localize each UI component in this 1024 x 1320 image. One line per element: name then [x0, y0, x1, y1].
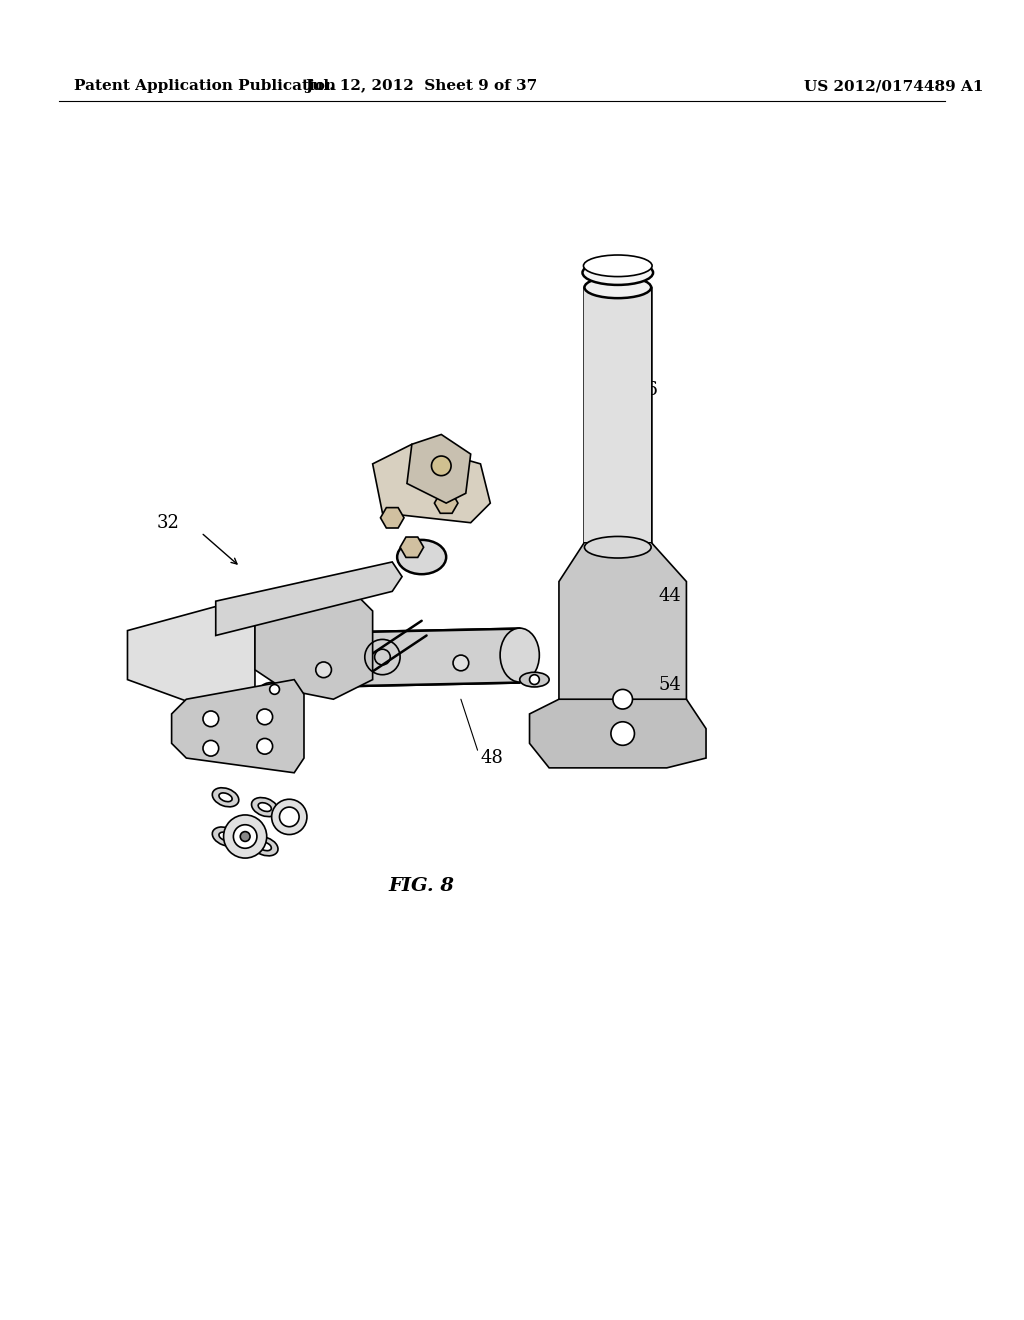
- Ellipse shape: [520, 672, 549, 686]
- Text: Jul. 12, 2012  Sheet 9 of 37: Jul. 12, 2012 Sheet 9 of 37: [305, 79, 538, 94]
- Polygon shape: [400, 537, 424, 557]
- Circle shape: [529, 675, 540, 685]
- Ellipse shape: [252, 797, 278, 817]
- Circle shape: [203, 711, 219, 727]
- Ellipse shape: [252, 837, 278, 855]
- Text: 32: 32: [157, 513, 180, 532]
- Polygon shape: [585, 288, 651, 543]
- Ellipse shape: [585, 536, 651, 558]
- Polygon shape: [381, 508, 404, 528]
- Polygon shape: [127, 601, 255, 719]
- Circle shape: [453, 655, 469, 671]
- Polygon shape: [529, 700, 706, 768]
- Text: 54: 54: [659, 676, 682, 693]
- Polygon shape: [289, 628, 520, 688]
- Text: 46: 46: [636, 381, 658, 400]
- Circle shape: [223, 814, 266, 858]
- Ellipse shape: [212, 826, 239, 846]
- Ellipse shape: [258, 803, 271, 812]
- Text: 48: 48: [480, 748, 504, 767]
- Ellipse shape: [212, 788, 239, 807]
- Polygon shape: [559, 543, 686, 719]
- Polygon shape: [373, 445, 490, 523]
- Ellipse shape: [219, 793, 232, 801]
- Circle shape: [315, 661, 332, 677]
- Polygon shape: [255, 582, 373, 700]
- Circle shape: [257, 738, 272, 754]
- Text: FIG. 8: FIG. 8: [389, 876, 455, 895]
- Text: Patent Application Publication: Patent Application Publication: [74, 79, 336, 94]
- Circle shape: [269, 685, 280, 694]
- Ellipse shape: [258, 842, 271, 850]
- Circle shape: [280, 807, 299, 826]
- Text: 44: 44: [659, 587, 682, 606]
- Text: US 2012/0174489 A1: US 2012/0174489 A1: [804, 79, 984, 94]
- Ellipse shape: [219, 832, 232, 841]
- Ellipse shape: [500, 628, 540, 682]
- Polygon shape: [407, 434, 471, 503]
- Circle shape: [257, 709, 272, 725]
- Circle shape: [271, 799, 307, 834]
- Circle shape: [431, 455, 452, 475]
- Circle shape: [203, 741, 219, 756]
- Circle shape: [611, 722, 635, 746]
- Ellipse shape: [583, 260, 653, 285]
- Polygon shape: [434, 492, 458, 513]
- Polygon shape: [172, 680, 304, 772]
- Ellipse shape: [260, 682, 289, 697]
- Circle shape: [241, 832, 250, 841]
- Circle shape: [613, 689, 633, 709]
- Ellipse shape: [584, 255, 652, 277]
- Ellipse shape: [397, 540, 446, 574]
- Ellipse shape: [585, 277, 651, 298]
- Circle shape: [233, 825, 257, 849]
- Ellipse shape: [269, 634, 309, 686]
- Polygon shape: [216, 562, 402, 635]
